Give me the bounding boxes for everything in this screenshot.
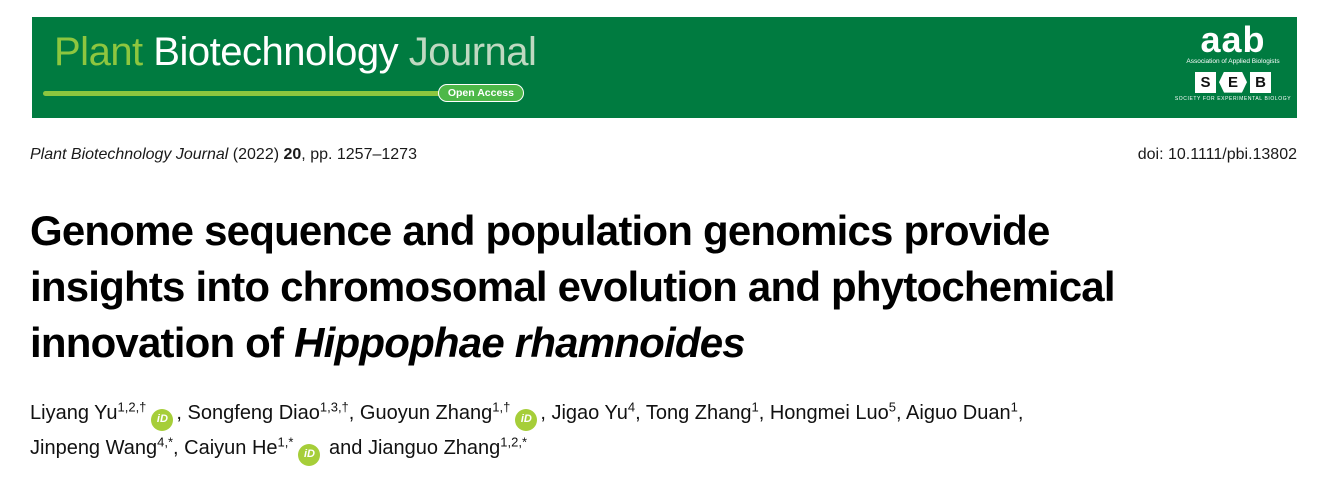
title-line-1: Genome sequence and population genomics … xyxy=(30,207,1050,254)
title-line-2: insights into chromosomal evolution and … xyxy=(30,263,1116,310)
author-line-1: Liyang Yu1,2,† iD, Songfeng Diao1,3,†, Gu… xyxy=(30,396,1023,431)
masthead-word-journal: Journal xyxy=(408,30,537,74)
author-affiliations: 1,† xyxy=(492,399,511,415)
journal-banner: Plant Biotechnology Journal Open Access … xyxy=(32,17,1297,118)
article-title: Genome sequence and population genomics … xyxy=(30,203,1116,371)
author-affiliations: 1 xyxy=(1010,399,1018,415)
author-liyang-yu: Liyang Yu1,2,† xyxy=(30,399,147,424)
masthead-word-plant: Plant xyxy=(54,30,143,74)
seb-logo-name: SOCIETY FOR EXPERIMENTAL BIOLOGY xyxy=(1174,95,1292,102)
author-hongmei-luo: Hongmei Luo5 xyxy=(769,399,897,424)
author-conjunction: and xyxy=(329,437,368,459)
author-affiliations: 1,2,* xyxy=(500,434,528,450)
orcid-icon[interactable]: iD xyxy=(298,443,321,466)
author-affiliations: 1,3,† xyxy=(319,399,349,415)
author-affiliations: 1,* xyxy=(277,434,294,450)
title-line-3-plain: innovation of xyxy=(30,319,295,366)
citation-year: (2022) xyxy=(228,146,284,163)
author-jigao-yu: Jigao Yu4 xyxy=(551,399,636,424)
orcid-icon[interactable]: iD xyxy=(515,408,538,431)
author-separator: , xyxy=(635,402,646,424)
author-separator: , xyxy=(176,402,188,424)
author-line-2: Jinpeng Wang4,*, Caiyun He1,* iD and Jian… xyxy=(30,431,1023,466)
author-separator: , xyxy=(758,402,770,424)
citation-volume: 20 xyxy=(283,146,302,163)
author-separator: , xyxy=(896,402,907,424)
open-access-badge: Open Access xyxy=(437,84,524,102)
aab-logo-name: Association of Applied Biologists xyxy=(1186,57,1280,65)
author-jianguo-zhang: and Jianguo Zhang1,2,* xyxy=(329,434,528,459)
orcid-icon[interactable]: iD xyxy=(151,408,174,431)
journal-masthead: Plant Biotechnology Journal xyxy=(54,30,537,75)
author-affiliations: 1,2,† xyxy=(117,399,147,415)
author-affiliations: 5 xyxy=(888,399,897,415)
author-separator: , xyxy=(173,437,185,459)
author-guoyun-zhang: Guoyun Zhang1,† xyxy=(359,399,511,424)
doi-text: doi: 10.1111/pbi.13802 xyxy=(1137,146,1297,163)
author-affiliations: 1 xyxy=(751,399,759,415)
species-name: Hippophae rhamnoides xyxy=(294,319,746,366)
author-separator: , xyxy=(348,402,360,424)
author-separator: , xyxy=(1017,402,1024,424)
title-line-3: innovation of Hippophae rhamnoides xyxy=(30,315,1115,371)
author-jinpeng-wang: Jinpeng Wang4,* xyxy=(30,434,174,459)
seb-letter-s: S xyxy=(1195,71,1216,93)
open-access-row: Open Access xyxy=(43,83,524,103)
author-tong-zhang: Tong Zhang1 xyxy=(645,399,759,424)
author-list: Liyang Yu1,2,† iD, Songfeng Diao1,3,†, Gu… xyxy=(30,396,1023,466)
author-songfeng-diao: Songfeng Diao1,3,† xyxy=(187,399,349,424)
citation-row: Plant Biotechnology Journal (2022) 20, p… xyxy=(30,146,1297,164)
accent-underline xyxy=(43,91,480,96)
author-aiguo-duan: Aiguo Duan1 xyxy=(906,399,1018,424)
author-affiliations: 4,* xyxy=(157,434,174,450)
author-affiliations: 4 xyxy=(627,399,636,415)
society-logos: aab Association of Applied Biologists S … xyxy=(1175,19,1291,102)
seb-letter-e: E xyxy=(1219,71,1247,93)
masthead-word-biotechnology: Biotechnology xyxy=(153,30,399,74)
author-caiyun-he: Caiyun He1,* xyxy=(184,434,294,459)
seb-letter-b: B xyxy=(1250,71,1271,93)
aab-logo: aab xyxy=(1200,19,1266,60)
seb-logo: S E B xyxy=(1195,71,1271,93)
citation-reference: Plant Biotechnology Journal (2022) 20, p… xyxy=(30,146,417,164)
citation-pages: , pp. 1257–1273 xyxy=(301,146,417,163)
author-separator: , xyxy=(540,402,552,424)
citation-journal-name: Plant Biotechnology Journal xyxy=(30,146,229,163)
